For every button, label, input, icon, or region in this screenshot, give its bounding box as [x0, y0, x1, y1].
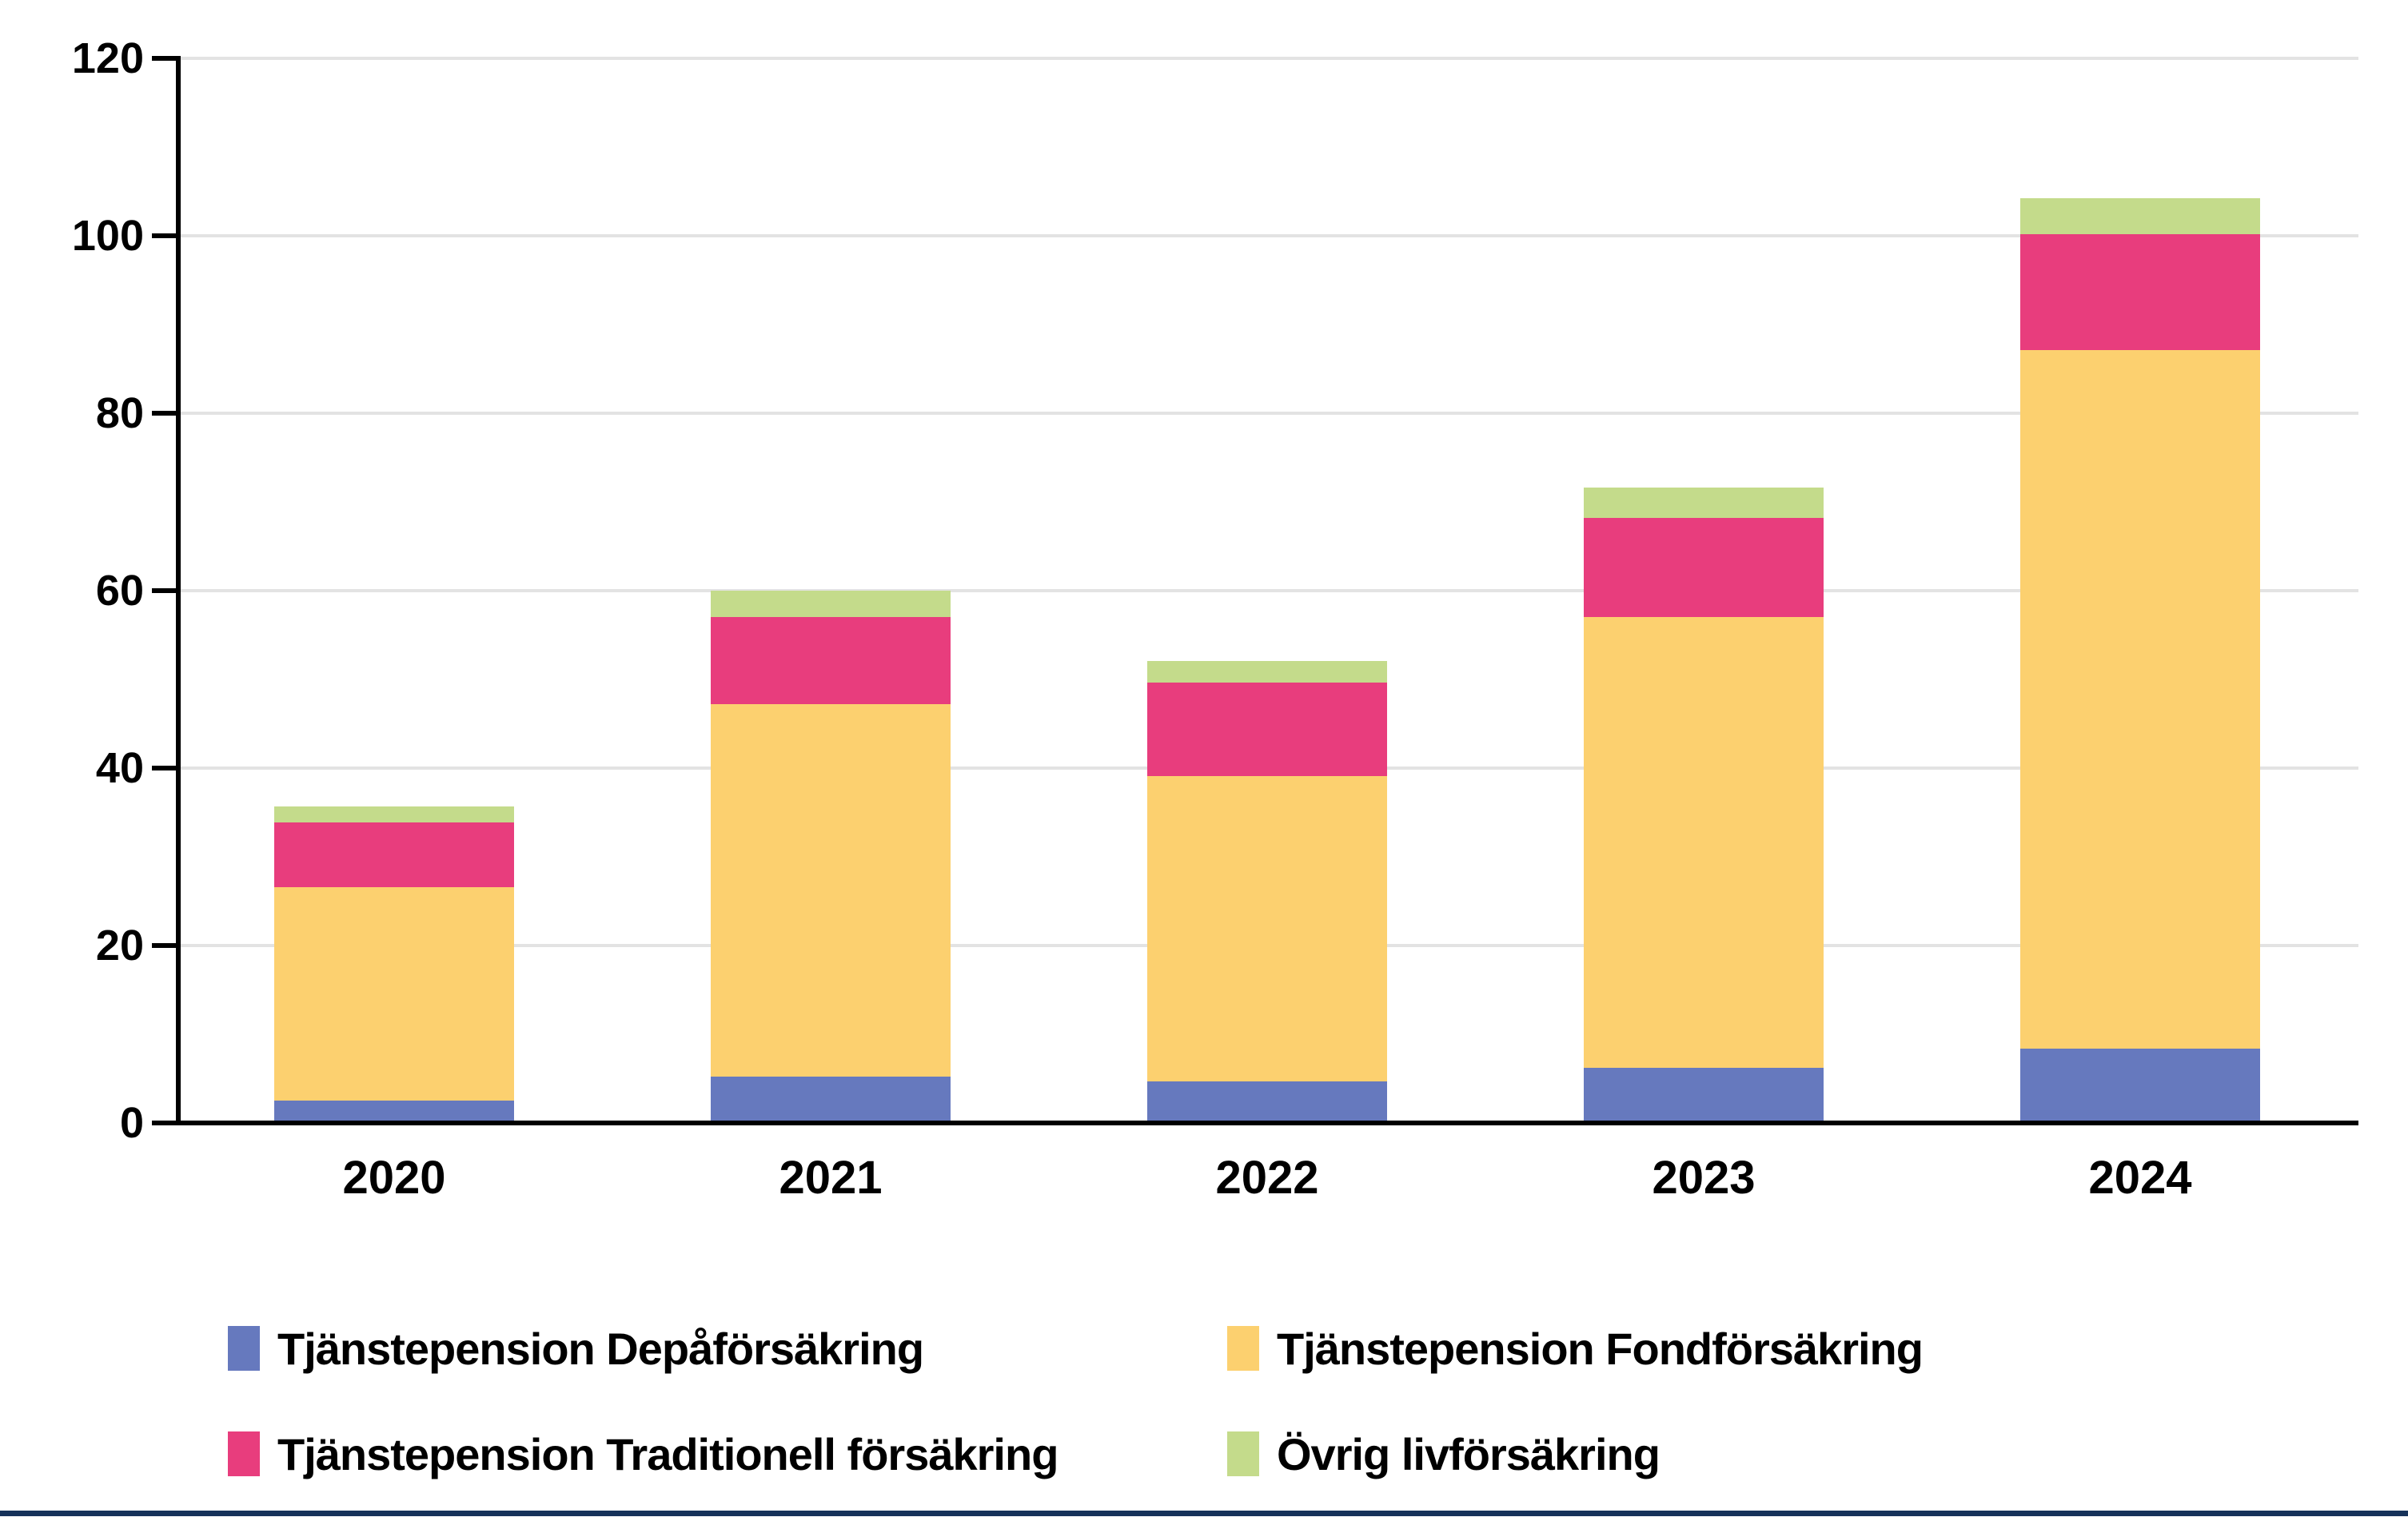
y-tick-label-80: 80 [95, 389, 144, 437]
bar-segment-2021-Tjänstepension Fondförsäkring [711, 704, 951, 1077]
bar-segment-2020-Tjänstepension Traditionell försäkring [274, 822, 514, 887]
bar-group-2020 [274, 58, 514, 1123]
gridline-100 [176, 234, 2358, 237]
bar-segment-2024-Övrig livförsäkring [2020, 198, 2260, 234]
y-tick-80 [152, 411, 176, 416]
bar-segment-2024-Tjänstepension Fondförsäkring [2020, 350, 2260, 1049]
x-axis-line [152, 1121, 2358, 1125]
legend-label-Tjänstepension Traditionell försäkring: Tjänstepension Traditionell försäkring [277, 1428, 1058, 1479]
bottom-rule [0, 1511, 2408, 1516]
legend-swatch-Tjänstepension Traditionell försäkring [228, 1431, 260, 1476]
gridline-80 [176, 412, 2358, 415]
bar-segment-2022-Övrig livförsäkring [1147, 660, 1387, 683]
bar-group-2021 [711, 58, 951, 1123]
y-tick-label-60: 60 [95, 567, 144, 615]
bar-segment-2021-Tjänstepension Traditionell försäkring [711, 617, 951, 705]
bar-segment-2022-Tjänstepension Fondförsäkring [1147, 776, 1387, 1081]
bar-segment-2022-Tjänstepension Traditionell försäkring [1147, 683, 1387, 776]
gridline-120 [176, 57, 2358, 60]
x-tick-label-2023: 2023 [1652, 1152, 1756, 1204]
plot-area [176, 57, 2358, 1123]
bar-segment-2023-Tjänstepension Fondförsäkring [1584, 617, 1824, 1069]
bar-segment-2020-Övrig livförsäkring [274, 806, 514, 822]
legend-swatch-Tjänstepension Fondförsäkring [1227, 1326, 1259, 1371]
bar-segment-2021-Tjänstepension Depåförsäkring [711, 1077, 951, 1123]
y-tick-label-120: 120 [71, 34, 144, 82]
y-tick-label-100: 100 [71, 212, 144, 260]
y-tick-label-0: 0 [119, 1099, 144, 1147]
bar-segment-2023-Tjänstepension Depåförsäkring [1584, 1068, 1824, 1123]
y-tick-100 [152, 233, 176, 238]
legend-swatch-Tjänstepension Depåförsäkring [228, 1326, 260, 1371]
bar-group-2022 [1147, 58, 1387, 1123]
y-axis-line [176, 56, 181, 1125]
legend-swatch-Övrig livförsäkring [1227, 1431, 1259, 1476]
y-tick-40 [152, 766, 176, 770]
legend-label-Övrig livförsäkring: Övrig livförsäkring [1277, 1428, 1660, 1479]
legend-label-Tjänstepension Depåförsäkring: Tjänstepension Depåförsäkring [277, 1323, 924, 1374]
y-tick-label-40: 40 [95, 744, 144, 792]
bar-segment-2023-Tjänstepension Traditionell försäkring [1584, 518, 1824, 618]
legend-item-Tjänstepension Fondförsäkring: Tjänstepension Fondförsäkring [1227, 1320, 1924, 1376]
gridline-60 [176, 589, 2358, 592]
bar-segment-2022-Tjänstepension Depåförsäkring [1147, 1081, 1387, 1123]
y-tick-60 [152, 588, 176, 593]
bar-segment-2020-Tjänstepension Fondförsäkring [274, 886, 514, 1101]
bar-segment-2024-Tjänstepension Traditionell försäkring [2020, 233, 2260, 351]
x-tick-label-2020: 2020 [342, 1152, 446, 1204]
bar-segment-2020-Tjänstepension Depåförsäkring [274, 1101, 514, 1123]
legend-item-Tjänstepension Traditionell försäkring: Tjänstepension Traditionell försäkring [228, 1426, 1058, 1482]
legend-label-Tjänstepension Fondförsäkring: Tjänstepension Fondförsäkring [1277, 1323, 1924, 1374]
bar-segment-2023-Övrig livförsäkring [1584, 488, 1824, 518]
bar-group-2023 [1584, 58, 1824, 1123]
x-tick-label-2024: 2024 [2088, 1152, 2192, 1204]
bar-segment-2024-Tjänstepension Depåförsäkring [2020, 1048, 2260, 1123]
bar-group-2024 [2020, 58, 2260, 1123]
y-tick-label-20: 20 [95, 922, 144, 970]
legend-item-Tjänstepension Depåförsäkring: Tjänstepension Depåförsäkring [228, 1320, 924, 1376]
y-tick-120 [152, 56, 176, 61]
x-tick-label-2021: 2021 [779, 1152, 883, 1204]
bar-segment-2021-Övrig livförsäkring [711, 591, 951, 618]
legend-item-Övrig livförsäkring: Övrig livförsäkring [1227, 1426, 1660, 1482]
y-tick-20 [152, 943, 176, 948]
x-tick-label-2022: 2022 [1215, 1152, 1319, 1204]
